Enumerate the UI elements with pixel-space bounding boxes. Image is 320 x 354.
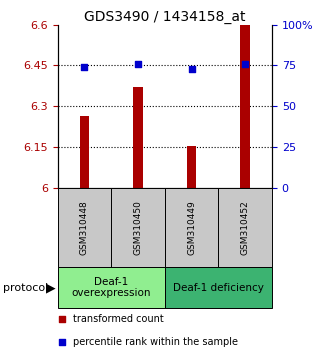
Text: GSM310450: GSM310450 [133, 200, 142, 255]
Bar [133, 87, 143, 188]
Text: Deaf-1
overexpression: Deaf-1 overexpression [71, 277, 151, 298]
Text: transformed count: transformed count [73, 314, 163, 324]
Bar [187, 145, 196, 188]
Point [82, 64, 87, 70]
Point [189, 66, 194, 72]
Text: protocol: protocol [3, 282, 48, 293]
Bar [111, 188, 165, 267]
Bar [218, 188, 272, 267]
Text: GSM310448: GSM310448 [80, 200, 89, 255]
Point [243, 61, 248, 67]
Bar [80, 116, 89, 188]
Text: ▶: ▶ [46, 281, 56, 294]
Text: GSM310452: GSM310452 [241, 200, 250, 255]
Bar [58, 188, 111, 267]
Text: GSM310449: GSM310449 [187, 200, 196, 255]
Bar [165, 188, 218, 267]
Point [59, 316, 64, 321]
Bar [58, 267, 165, 308]
Title: GDS3490 / 1434158_at: GDS3490 / 1434158_at [84, 10, 245, 24]
Bar [165, 267, 272, 308]
Point [135, 61, 140, 67]
Point [59, 339, 64, 345]
Text: percentile rank within the sample: percentile rank within the sample [73, 337, 238, 347]
Text: Deaf-1 deficiency: Deaf-1 deficiency [173, 282, 264, 293]
Bar [240, 25, 250, 188]
